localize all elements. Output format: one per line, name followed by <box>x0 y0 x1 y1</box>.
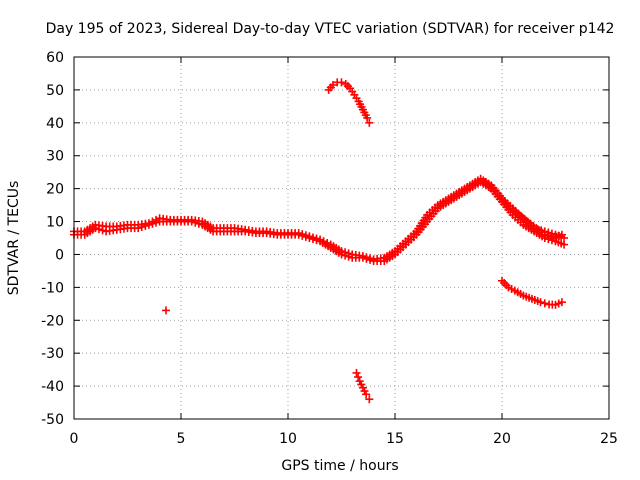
y-tick-label: 40 <box>46 116 64 132</box>
y-axis-label: SDTVAR / TECUs <box>6 181 22 296</box>
y-tick-label: 10 <box>46 215 64 231</box>
data-point-upper-band <box>144 219 153 228</box>
x-tick-label: 0 <box>70 431 79 447</box>
data-point-upper-arc <box>328 80 337 89</box>
data-point-upper-band <box>319 237 328 246</box>
data-point-upper-band <box>148 217 157 226</box>
y-tick-label: 60 <box>46 50 64 66</box>
data-point-upper-band <box>312 234 321 243</box>
x-tick-label: 5 <box>177 431 186 447</box>
data-point-lower-segment <box>352 368 361 377</box>
data-point-upper-band <box>316 235 325 244</box>
y-tick-label: 0 <box>55 247 64 263</box>
data-point-upper-band <box>366 254 375 263</box>
y-tick-label: -40 <box>41 379 64 395</box>
data-point-upper-band <box>294 229 303 238</box>
data-point-upper-band <box>341 248 350 257</box>
y-tick-labels: -50 -40 -30 -20 -10 0 10 20 30 40 50 60 <box>41 50 64 428</box>
data-point-upper-arc <box>363 113 372 122</box>
data-point-upper-band <box>323 238 332 247</box>
data-point-negative-tail <box>540 299 549 308</box>
data-point-outlier <box>162 306 171 315</box>
data-point-upper-band <box>152 215 161 224</box>
data-point-upper-band <box>305 232 314 241</box>
x-axis-label: GPS time / hours <box>281 458 398 474</box>
y-tick-label: 50 <box>46 83 64 99</box>
x-tick-label: 20 <box>493 431 511 447</box>
data-point-upper-arc <box>365 118 374 127</box>
y-tick-label: -30 <box>41 346 64 362</box>
y-tick-label: -20 <box>41 313 64 329</box>
y-tick-label: 20 <box>46 182 64 198</box>
y-tick-label: -10 <box>41 280 64 296</box>
data-point-lower-segment <box>362 390 371 399</box>
x-tick-label: 15 <box>386 431 404 447</box>
grid <box>74 57 609 419</box>
data-point-upper-band <box>298 230 307 239</box>
y-tick-label: -50 <box>41 412 64 428</box>
data-point-upper-band <box>301 231 310 240</box>
data-point-diverging-branch <box>557 230 566 239</box>
x-tick-label: 10 <box>279 431 297 447</box>
x-tick-label: 25 <box>600 431 618 447</box>
plot-frame <box>73 56 610 420</box>
data-point-lower-segment <box>365 395 374 404</box>
data-point-upper-band <box>358 252 367 261</box>
axis-ticks <box>73 56 610 420</box>
data-point-negative-tail <box>557 298 566 307</box>
y-tick-label: 30 <box>46 149 64 165</box>
data-points <box>70 78 569 404</box>
data-point-upper-band <box>344 249 353 258</box>
data-point-upper-band <box>533 225 542 234</box>
chart-title: Day 195 of 2023, Sidereal Day-to-day VTE… <box>46 21 615 37</box>
data-point-upper-band <box>308 233 317 242</box>
data-point-negative-tail <box>536 298 545 307</box>
data-point-upper-arc <box>337 78 346 87</box>
data-point-lower-segment <box>354 373 363 382</box>
data-point-upper-band <box>362 253 371 262</box>
x-tick-labels: 0 5 10 15 20 25 <box>70 431 618 447</box>
data-point-upper-band <box>337 247 346 256</box>
